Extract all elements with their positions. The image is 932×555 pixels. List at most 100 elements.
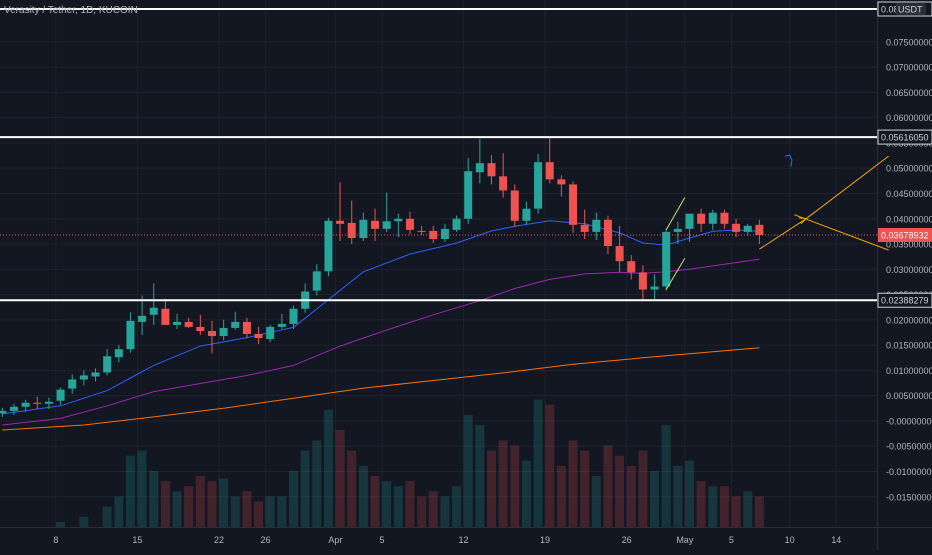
candle [0, 410, 7, 414]
volume-bar [475, 425, 485, 527]
candle [184, 321, 193, 327]
volume-bar [370, 476, 380, 527]
volume-bar [184, 486, 194, 527]
symbol-title: Verasity / Tether, 1D, KUCOIN [4, 5, 138, 16]
volume-bar [114, 496, 124, 527]
candle [534, 162, 543, 209]
volume-bar [137, 450, 147, 527]
volume-bar [160, 481, 170, 527]
volume-bar [684, 460, 694, 527]
candle [429, 230, 438, 239]
volume-bar [731, 496, 741, 527]
candle [196, 326, 205, 331]
candle [464, 171, 473, 219]
volume-bar [382, 481, 392, 527]
candle [417, 230, 426, 232]
candle [312, 271, 321, 291]
price-tick-label: 0.07000000 [886, 63, 932, 73]
candle [580, 224, 589, 232]
price-tick-label: 0.01500000 [886, 341, 932, 351]
candle [603, 219, 612, 247]
volume-bar [638, 450, 648, 527]
candle [347, 222, 356, 238]
candle [475, 163, 484, 173]
volume-bar [102, 506, 112, 527]
price-tick-label: 0.05000000 [886, 164, 932, 174]
price-tick-label: 0.00500000 [886, 391, 932, 401]
price-tick-label: 0.03000000 [886, 265, 932, 275]
volume-bar [172, 491, 182, 527]
price-tick-label: 0.03500000 [886, 240, 932, 250]
price-tick-label: 0.06500000 [886, 88, 932, 98]
volume-bar [242, 491, 252, 527]
volume-bar [650, 470, 660, 527]
volume-bar [358, 465, 368, 527]
volume-bar [673, 465, 683, 527]
price-tick-label: -0.01000000 [886, 467, 932, 477]
candle [231, 321, 240, 328]
time-tick-label: 26 [622, 535, 632, 545]
candle [324, 220, 333, 272]
volume-bar [300, 450, 310, 527]
price-tick-label: 0.04500000 [886, 189, 932, 199]
candle [755, 224, 764, 235]
volume-bar [393, 486, 403, 527]
price-tick-label: 0.01000000 [886, 366, 932, 376]
currency-label: USDT [898, 5, 923, 15]
candle [126, 320, 135, 350]
volume-bar [556, 465, 566, 527]
swing-low-drawing [665, 257, 686, 290]
candle [277, 323, 286, 327]
time-tick-label: 5 [380, 535, 385, 545]
volume-bar [265, 496, 275, 527]
candle [91, 372, 100, 377]
time-tick-label: 15 [132, 535, 142, 545]
volume-bar [533, 399, 543, 527]
candle [173, 321, 182, 325]
volume-bar [580, 450, 590, 527]
volume-bar [545, 404, 555, 527]
volume-bar [440, 496, 450, 527]
swing-high-drawing [665, 197, 686, 231]
projection-down-drawing [794, 214, 889, 251]
candle [219, 327, 228, 337]
volume-bar [486, 450, 496, 527]
price-tick-label: 0.02000000 [886, 315, 932, 325]
volume-bar [696, 481, 706, 527]
support-axis-label: 0.02388279 [881, 296, 929, 306]
candle [452, 218, 461, 230]
candle [522, 208, 531, 221]
volume-bar [498, 440, 508, 527]
candle [138, 315, 147, 322]
volume-bar [754, 496, 764, 527]
currency-badge [896, 3, 926, 15]
volume-bar [207, 481, 217, 527]
candle [44, 401, 53, 404]
candle [371, 220, 380, 229]
time-tick-label: 10 [785, 535, 795, 545]
volume-bar [288, 470, 298, 527]
candle [685, 213, 694, 229]
time-tick-label: 5 [729, 535, 734, 545]
candle [743, 225, 752, 232]
candle [615, 246, 624, 262]
candle [68, 379, 77, 389]
volume-bar [79, 516, 89, 527]
candle [254, 334, 263, 339]
candle [405, 218, 414, 230]
candle [510, 190, 519, 221]
top-level-axis-label: 0.08 [881, 5, 899, 15]
price-tick-label: 0.07500000 [886, 37, 932, 47]
volume-bar [230, 496, 240, 527]
volume-bar [743, 491, 753, 527]
candle [79, 375, 88, 380]
volume-bar [335, 430, 345, 527]
time-tick-label: 26 [261, 535, 271, 545]
candle [638, 272, 647, 290]
candle [382, 221, 391, 229]
volume-bar [626, 465, 636, 527]
candle [266, 326, 275, 340]
candle [545, 162, 554, 180]
